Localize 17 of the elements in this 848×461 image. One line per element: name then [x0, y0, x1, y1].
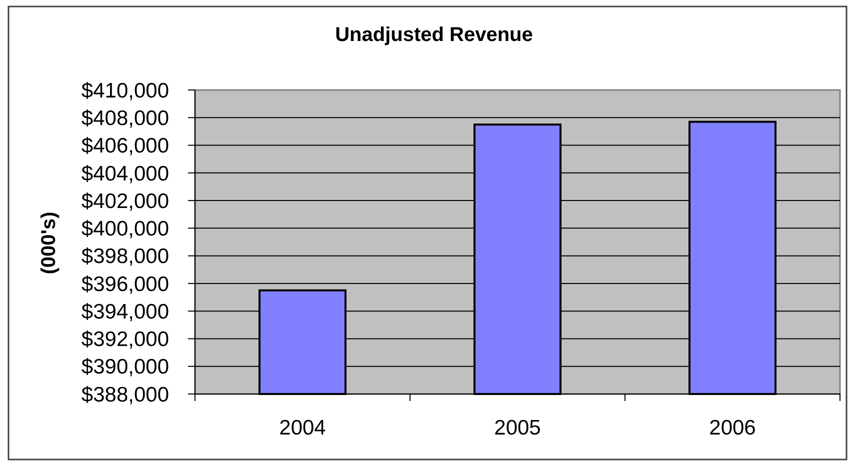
y-tick-label: $390,000 — [81, 356, 169, 379]
x-tick-label: 2005 — [494, 416, 541, 440]
x-tick-label: 2006 — [709, 416, 756, 440]
y-tick-label: $398,000 — [81, 245, 169, 268]
y-tick-label: $392,000 — [81, 328, 169, 352]
y-tick-label: $404,000 — [81, 162, 169, 186]
y-tick-label: $408,000 — [81, 106, 169, 130]
y-tick-label: $394,000 — [81, 300, 169, 324]
y-tick-label: $410,000 — [81, 79, 169, 102]
y-tick-label: $406,000 — [81, 134, 169, 158]
y-axis-title: (000's) — [38, 212, 60, 274]
y-tick-label: $396,000 — [81, 272, 169, 296]
chart-title: Unadjusted Revenue — [335, 24, 533, 46]
y-tick-label: $388,000 — [81, 383, 169, 406]
y-tick-label: $400,000 — [81, 218, 169, 241]
y-tick-label: $402,000 — [81, 190, 169, 213]
x-tick-label: 2004 — [279, 416, 326, 440]
